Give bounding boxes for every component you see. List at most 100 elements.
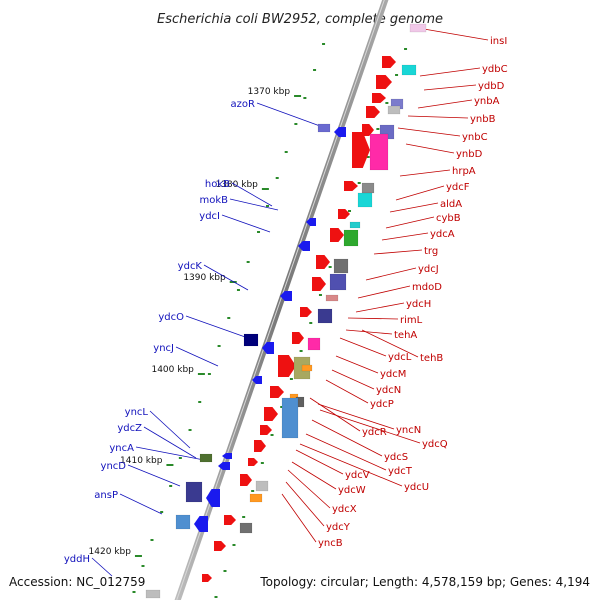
gene-label-ansp: ansP [94,490,118,501]
tick-dot [404,48,408,50]
forward-gene-block [325,294,339,302]
leader-line [285,481,325,527]
gene-label-ynca: yncA [109,443,134,454]
gene-label-ynba: ynbA [474,96,500,107]
kbp-tick-mark [134,555,142,557]
gene-label-ydch: ydcH [406,299,431,310]
gene-label-yncj: yncJ [153,343,174,354]
gene-label-mdod: mdoD [412,282,442,293]
leader-line [149,410,191,449]
gene-label-yncl: yncL [125,407,149,418]
forward-gene-block [239,522,253,534]
forward-gene-arrow [338,209,350,219]
tick-dot [318,294,322,296]
leader-line [175,346,219,367]
reverse-gene-block [317,123,331,133]
kbp-tick-label: 1400 kbp [151,365,194,375]
leader-line [357,285,411,299]
tick-dot [357,182,361,184]
tick-dot [260,462,264,464]
forward-gene-block [301,364,313,372]
gene-label-ydcu: ydcU [404,482,429,493]
forward-gene-arrow [366,106,380,118]
kbp-tick-label: 1370 kbp [248,87,291,97]
gene-label-ydcp: ydcP [370,399,394,410]
leader-line [185,315,249,339]
accession-text: Accession: NC_012759 [9,575,145,589]
gene-label-yddh: yddH [64,554,90,565]
tick-dot [232,544,236,546]
kbp-tick-mark [294,95,302,97]
gene-label-yncb: yncB [318,538,343,549]
tick-dot [294,123,298,125]
tick-dot [275,177,279,179]
gene-label-cybb: cybB [436,213,461,224]
forward-gene-arrow [300,307,312,317]
tick-dot [313,69,317,71]
forward-gene-block [409,23,427,33]
leader-line [339,337,387,357]
forward-gene-arrow [292,332,304,344]
gene-label-ydcq: ydcQ [422,439,448,450]
leader-line [309,397,361,432]
forward-gene-arrow [382,56,396,68]
forward-gene-arrow [248,458,258,466]
forward-gene-arrow [214,541,226,551]
kbp-tick-mark [197,373,205,375]
forward-gene-block [145,589,161,599]
forward-gene-arrow [202,574,212,582]
gene-label-ydcn: ydcN [376,385,401,396]
gene-label-yncd: yncD [101,461,127,472]
gene-label-tehb: tehB [420,353,443,364]
leader-line [231,182,273,207]
gene-label-ynbd: ynbD [456,149,483,160]
forward-gene-block [349,221,361,229]
leader-line [419,67,481,77]
gene-label-ydbd: ydbD [478,81,505,92]
kbp-tick-label: 1380 kbp [215,180,258,190]
gene-label-ydci: ydcI [199,211,220,222]
leader-line [345,329,393,335]
tick-dot [198,401,202,403]
leader-line [281,493,317,543]
gene-label-ydck: ydcK [178,261,203,272]
leader-line [381,232,429,241]
tick-dot [132,591,136,593]
tick-dot [251,490,255,492]
leader-line [135,446,205,461]
leader-line [417,27,489,41]
tick-dot [223,570,227,572]
map-title: Escherichia coli BW2952, complete genome [157,12,443,27]
kbp-tick-mark [166,464,174,466]
tick-dot [207,373,211,375]
forward-gene-arrow [372,93,386,103]
gene-label-trg: trg [424,246,438,257]
gene-label-ydcs: ydcS [384,452,408,463]
tick-dot [188,429,192,431]
leader-line [347,317,399,320]
gene-label-alda: aldA [440,199,462,210]
forward-gene-arrow [330,228,344,242]
tick-dot [366,156,370,158]
forward-gene-arrow [278,355,296,377]
forward-gene-arrow [254,440,266,452]
leader-line [407,115,469,119]
leader-line [229,198,279,211]
forward-gene-block [401,64,417,76]
reverse-gene-block [199,453,213,463]
tick-dot [280,406,284,408]
leader-line [91,557,113,577]
reverse-gene-arrow [252,376,262,384]
forward-gene-block [361,182,375,194]
kbp-tick-label: 1420 kbp [89,547,132,557]
reverse-gene-arrow [306,218,316,226]
leader-line [299,443,403,487]
tick-dot [236,289,240,291]
reverse-gene-arrow [218,462,230,470]
forward-gene-arrow [362,124,374,136]
leader-line [221,214,271,233]
tick-dot [257,231,261,233]
gene-label-ydcj: ydcJ [418,264,439,275]
forward-gene-block [333,258,349,274]
leader-line [385,216,435,229]
